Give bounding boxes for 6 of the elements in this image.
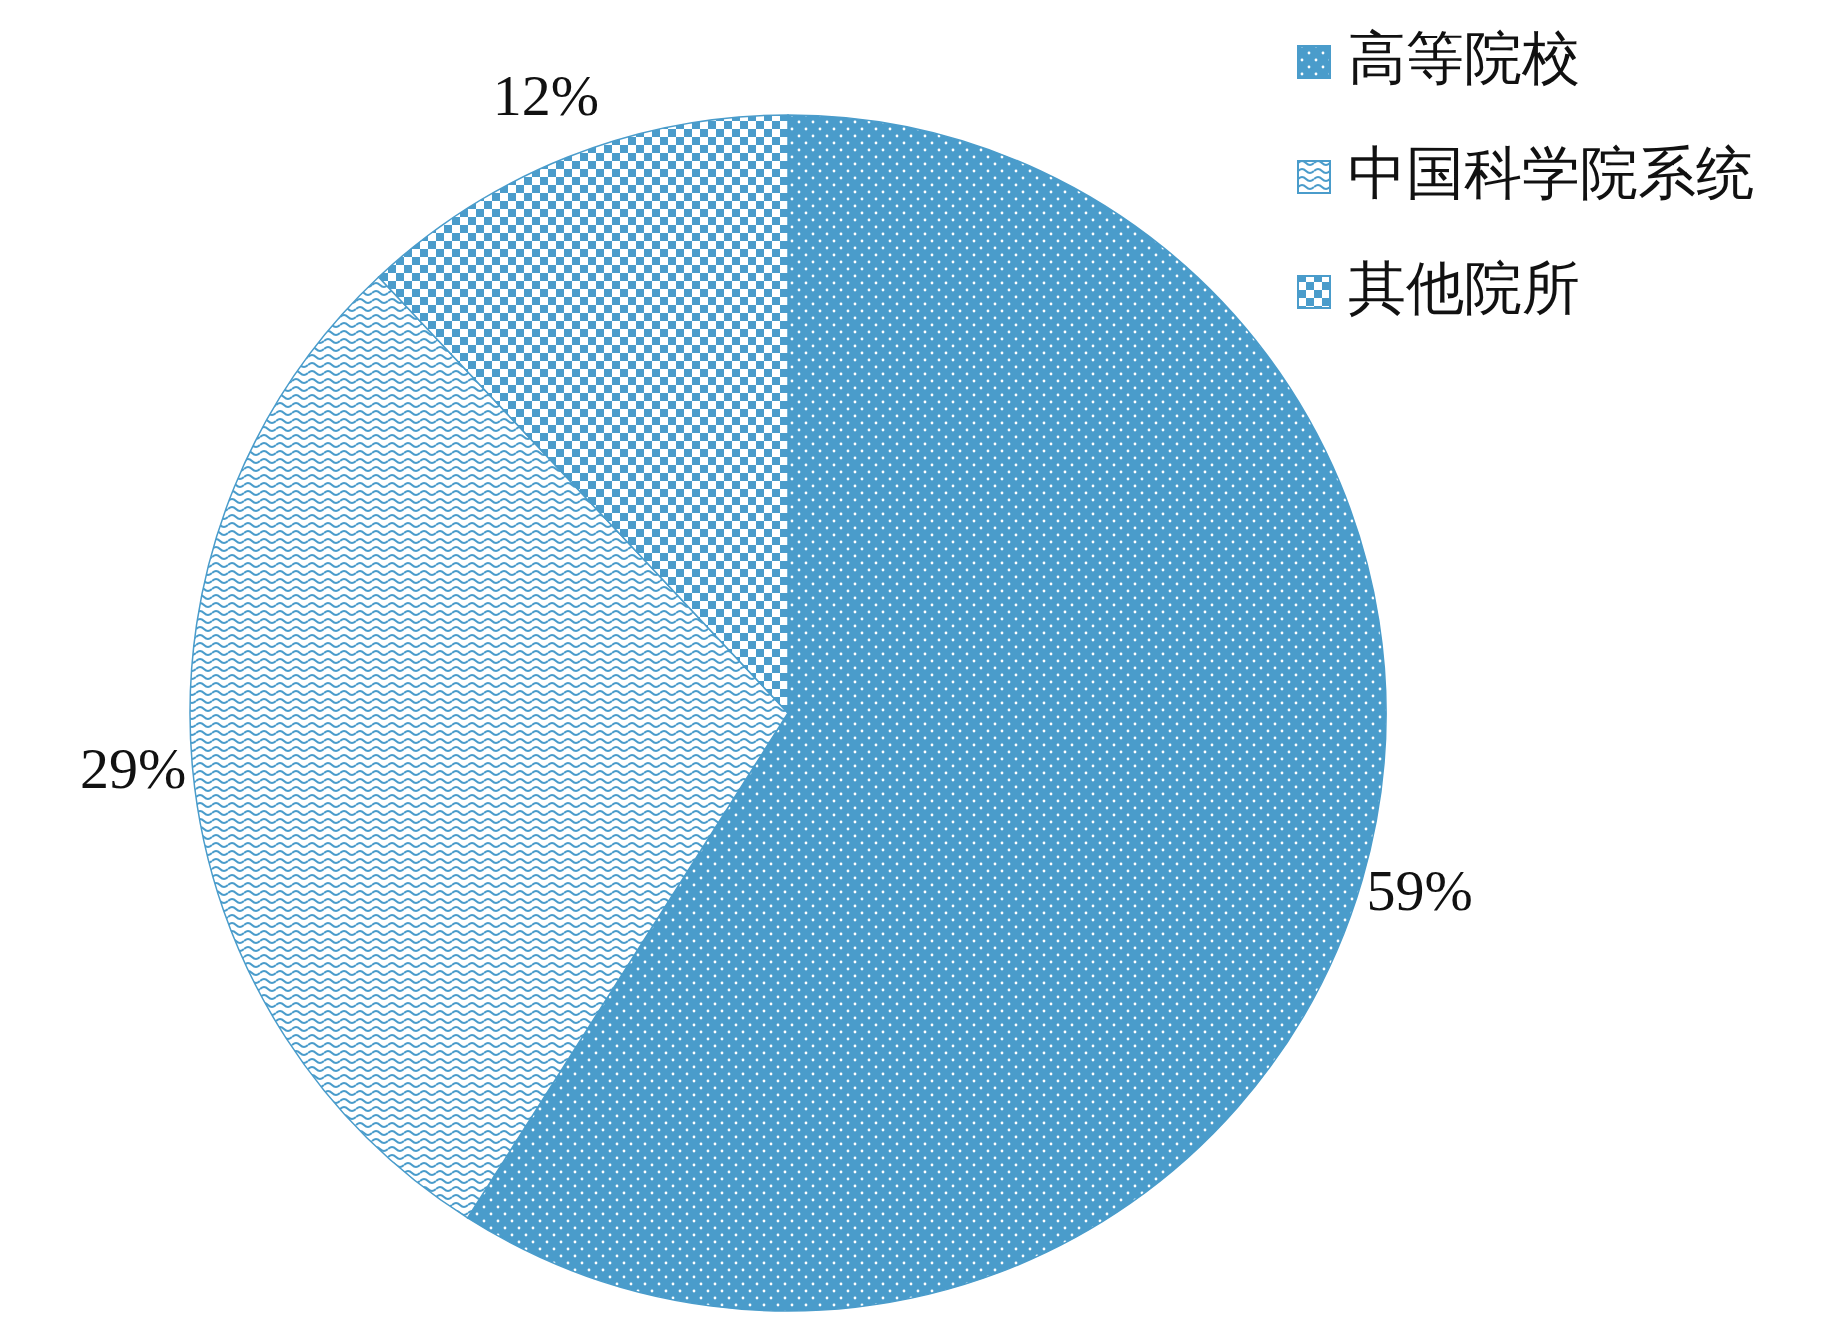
data-label: 29% <box>79 736 187 802</box>
legend-label: 其他院所 <box>1348 254 1580 323</box>
legend-label: 中国科学院系统 <box>1348 139 1754 208</box>
data-label: 59% <box>1366 857 1473 923</box>
legend-label: 高等院校 <box>1348 24 1580 93</box>
data-label: 12% <box>492 62 600 128</box>
